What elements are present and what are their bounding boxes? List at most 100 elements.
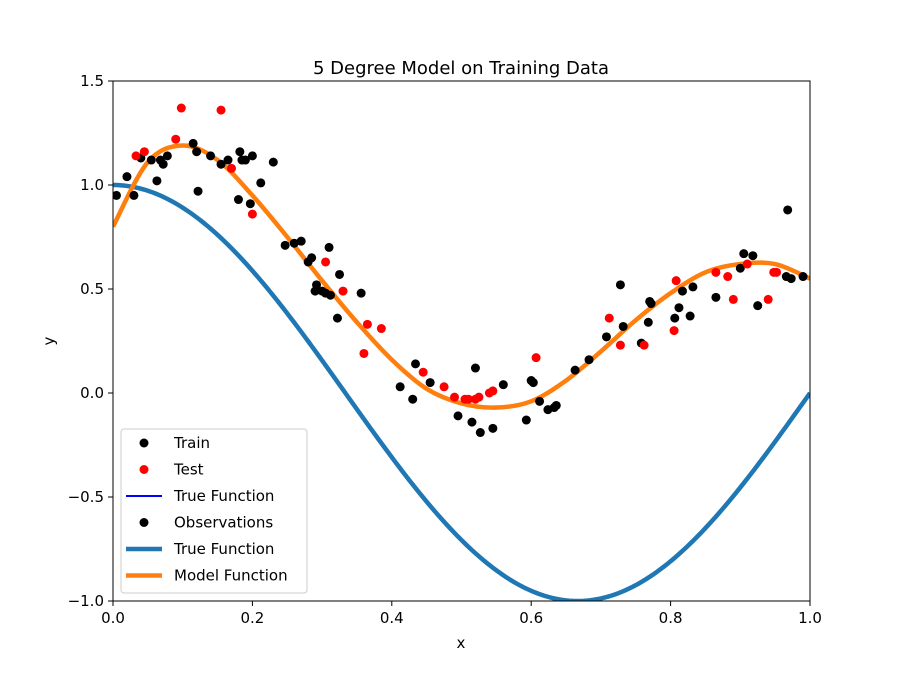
train-point bbox=[122, 172, 132, 182]
test-point bbox=[604, 313, 614, 323]
test-point bbox=[338, 286, 348, 296]
test-point bbox=[362, 319, 372, 329]
legend-label-test: Test bbox=[173, 461, 204, 479]
train-point bbox=[711, 292, 721, 302]
test-point bbox=[321, 257, 331, 267]
train-point bbox=[618, 321, 628, 331]
test-point bbox=[247, 209, 257, 219]
train-point bbox=[158, 159, 168, 169]
train-point bbox=[688, 282, 698, 292]
train-point bbox=[256, 178, 266, 188]
y-tick-label: −0.5 bbox=[68, 488, 104, 506]
train-point bbox=[488, 423, 498, 433]
train-point bbox=[783, 205, 793, 215]
train-point bbox=[735, 263, 745, 273]
test-point bbox=[450, 392, 460, 402]
train-point bbox=[798, 272, 808, 282]
train-point bbox=[551, 400, 561, 410]
train-point bbox=[332, 313, 342, 323]
train-point bbox=[528, 378, 538, 388]
train-point bbox=[753, 301, 763, 311]
train-point bbox=[188, 138, 198, 148]
y-tick-label: 0.5 bbox=[80, 280, 104, 298]
test-point bbox=[176, 103, 186, 113]
chart-title: 5 Degree Model on Training Data bbox=[313, 58, 609, 79]
train-point bbox=[162, 151, 172, 161]
train-point bbox=[521, 415, 531, 425]
train-point bbox=[240, 155, 250, 165]
legend-marker-train bbox=[139, 438, 149, 448]
train-point bbox=[685, 311, 695, 321]
train-point bbox=[408, 394, 418, 404]
legend-label-observations: Observations bbox=[174, 514, 273, 532]
y-axis-label: y bbox=[40, 336, 58, 345]
x-tick-label: 0.8 bbox=[659, 609, 683, 627]
train-point bbox=[395, 382, 405, 392]
y-tick-label: 1.0 bbox=[80, 176, 104, 194]
true-function-line bbox=[113, 182, 810, 601]
test-point bbox=[723, 272, 733, 282]
train-point bbox=[467, 417, 477, 427]
train-point bbox=[786, 274, 796, 284]
train-point bbox=[307, 253, 317, 263]
train-point bbox=[475, 428, 485, 438]
train-point bbox=[152, 176, 162, 186]
train-point bbox=[223, 155, 233, 165]
legend-label-true-function: True Function bbox=[173, 540, 274, 558]
train-point bbox=[677, 286, 687, 296]
train-point bbox=[247, 151, 257, 161]
train-point bbox=[324, 242, 334, 252]
train-point bbox=[325, 290, 335, 300]
x-tick-label: 1.0 bbox=[798, 609, 822, 627]
legend-label-model-function: Model Function bbox=[174, 567, 288, 585]
y-tick-label: 1.5 bbox=[80, 72, 104, 90]
train-point bbox=[206, 151, 216, 161]
train-point bbox=[674, 303, 684, 313]
test-point bbox=[615, 340, 625, 350]
test-point bbox=[728, 294, 738, 304]
train-point bbox=[280, 240, 290, 250]
x-tick-label: 0.2 bbox=[240, 609, 264, 627]
test-point bbox=[474, 392, 484, 402]
plot-frame bbox=[112, 80, 811, 602]
x-tick-label: 0.6 bbox=[519, 609, 543, 627]
train-point bbox=[113, 190, 121, 200]
legend-label-true-function: True Function bbox=[173, 487, 274, 505]
test-point bbox=[669, 326, 679, 336]
test-point bbox=[376, 324, 386, 334]
train-point bbox=[584, 355, 594, 365]
train-point bbox=[535, 396, 545, 406]
train-point bbox=[601, 332, 611, 342]
test-point bbox=[742, 259, 752, 269]
test-point bbox=[131, 151, 141, 161]
test-point bbox=[671, 276, 681, 286]
test-point bbox=[639, 340, 649, 350]
test-point bbox=[763, 294, 773, 304]
train-point bbox=[192, 147, 202, 157]
train-point bbox=[296, 236, 306, 246]
x-tick-label: 0.0 bbox=[101, 609, 125, 627]
train-point bbox=[643, 317, 653, 327]
legend-marker-test bbox=[139, 465, 149, 474]
train-point bbox=[570, 365, 580, 375]
test-point bbox=[463, 394, 473, 404]
x-axis-label: x bbox=[457, 634, 466, 652]
train-point bbox=[498, 380, 508, 390]
train-point bbox=[646, 299, 656, 309]
train-point bbox=[216, 159, 226, 169]
legend-marker-observations bbox=[139, 518, 149, 527]
train-point bbox=[470, 363, 480, 373]
train-point bbox=[129, 190, 139, 200]
train-point bbox=[748, 251, 758, 261]
y-tick-label: 0.0 bbox=[80, 384, 104, 402]
test-point bbox=[772, 267, 782, 277]
test-point bbox=[711, 267, 721, 277]
train-point bbox=[289, 238, 299, 248]
train-point bbox=[453, 411, 463, 421]
test-point bbox=[439, 382, 449, 392]
test-point bbox=[531, 353, 541, 363]
train-point bbox=[615, 280, 625, 290]
train-point bbox=[268, 157, 278, 167]
y-tick-label: −1.0 bbox=[68, 592, 104, 610]
